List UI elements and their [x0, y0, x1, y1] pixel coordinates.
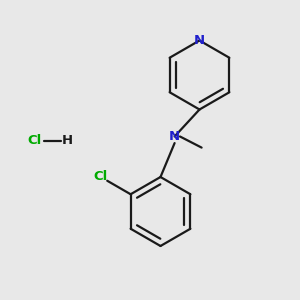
Text: N: N — [194, 34, 205, 47]
Text: Cl: Cl — [94, 170, 108, 184]
Text: N: N — [169, 130, 180, 143]
Text: H: H — [62, 134, 73, 148]
Text: Cl: Cl — [27, 134, 42, 148]
